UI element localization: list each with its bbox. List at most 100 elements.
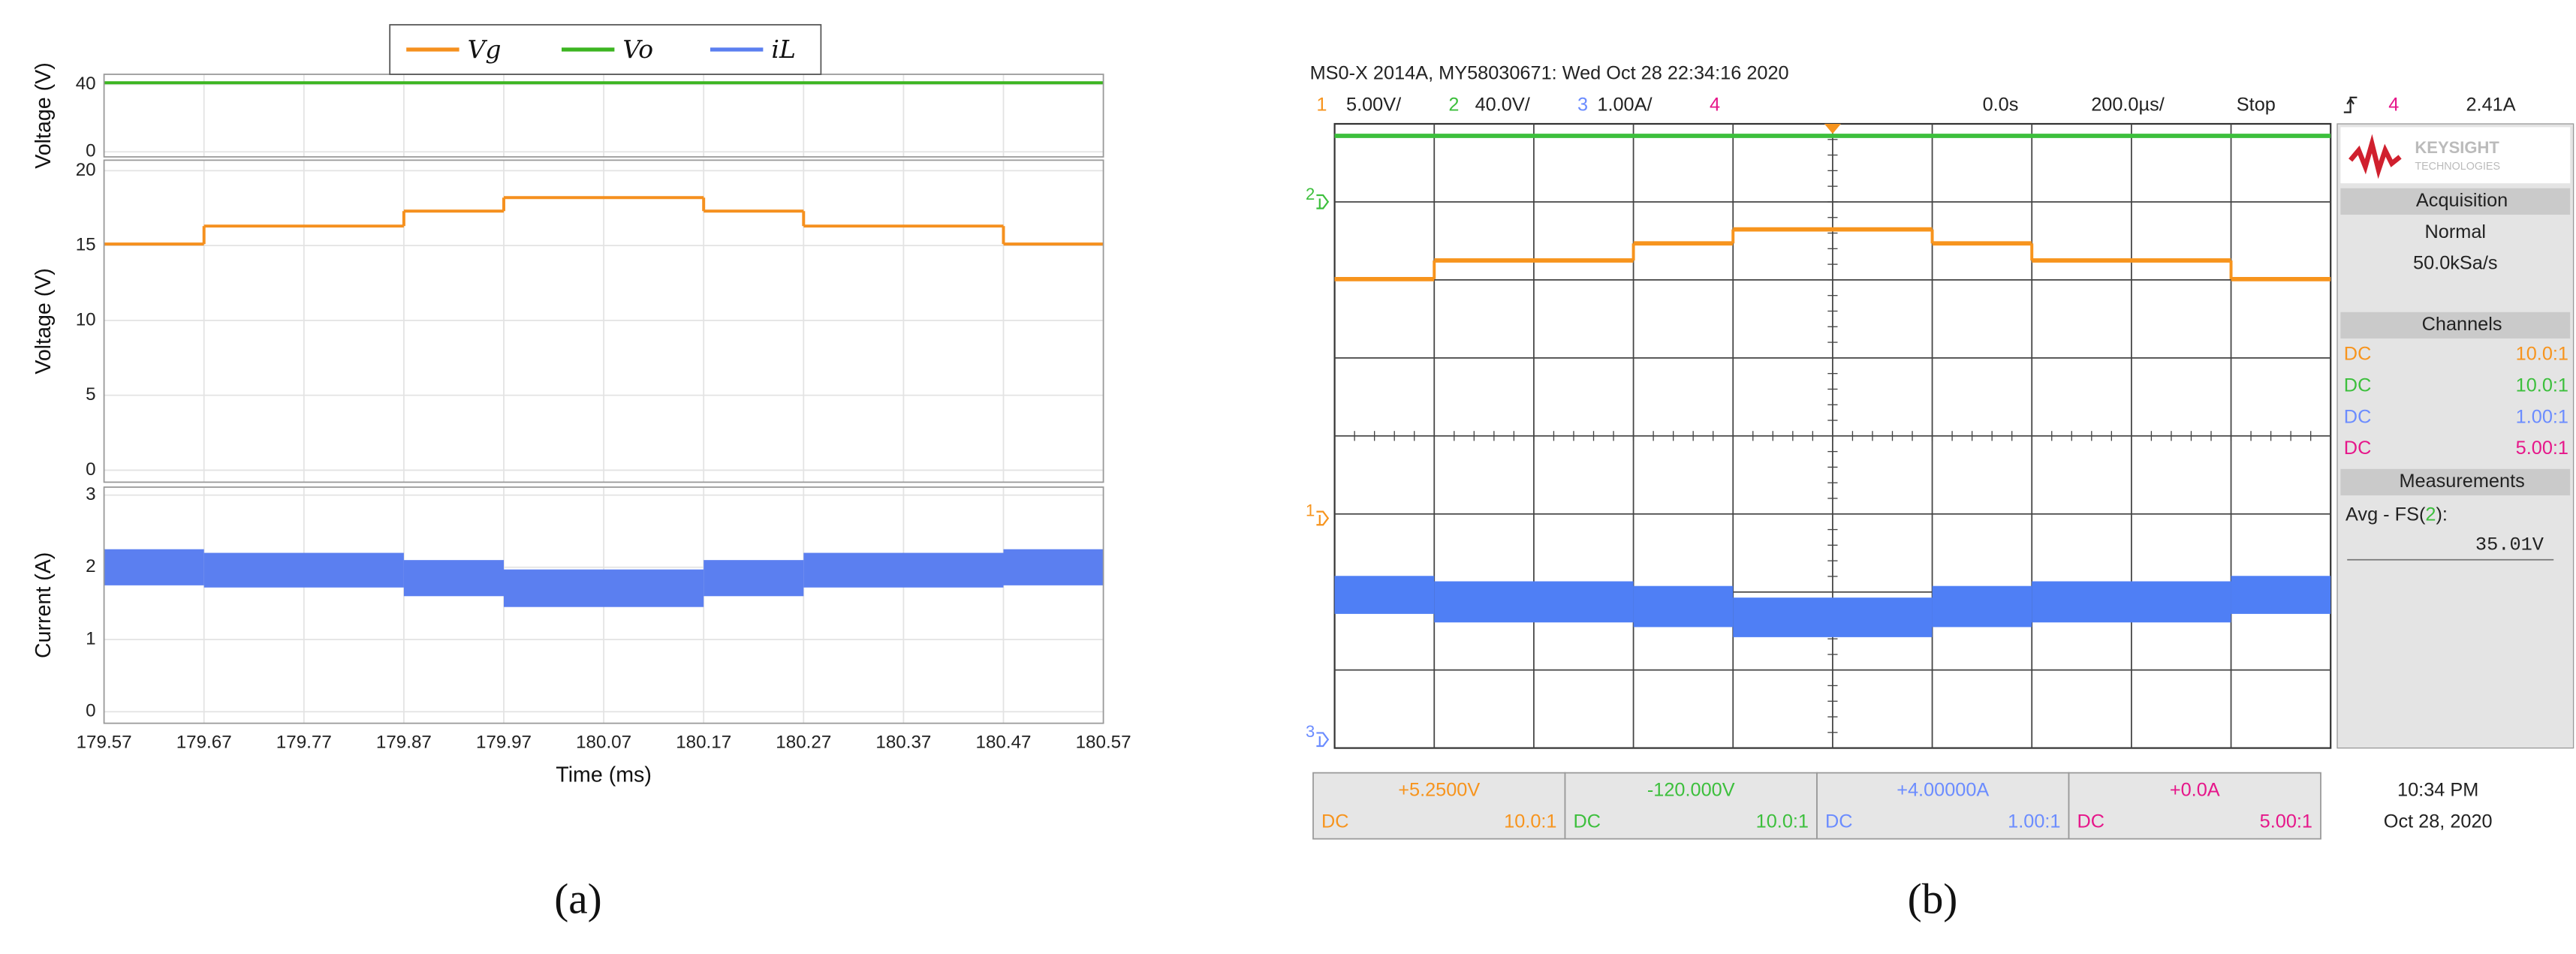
run-state: Stop <box>2237 94 2276 115</box>
ripple-band <box>704 560 804 597</box>
section-header <box>2340 311 2571 339</box>
ground-arrow <box>1316 510 1330 526</box>
y-tick-label: 10 <box>76 309 96 330</box>
trigger-marker <box>1824 124 1841 134</box>
x-tick-label: 179.87 <box>376 732 432 752</box>
offset-box <box>1312 772 1566 840</box>
offset-probe: 10.0:1 <box>1504 811 1556 832</box>
x-tick-label: 180.27 <box>776 732 831 752</box>
channel-probe: 10.0:1 <box>2516 344 2568 365</box>
offset-value: +5.2500V <box>1398 779 1480 800</box>
brand-sub: TECHNOLOGIES <box>2415 161 2500 173</box>
ripple-band <box>203 552 404 588</box>
ripple-band <box>403 560 505 597</box>
channel-coupling: DC <box>2344 344 2372 365</box>
ground-marker: 2 <box>1306 185 1315 203</box>
ripple-band <box>1633 585 1734 627</box>
timebase: 200.0µs/ <box>2091 94 2165 115</box>
channel-coupling: DC <box>2344 438 2372 459</box>
section-header <box>2340 468 2571 496</box>
channel-number: 3 <box>1577 94 1588 115</box>
y-tick-label: 20 <box>76 160 96 180</box>
section-header <box>2340 188 2571 215</box>
y-axis-label: Current (A) <box>32 552 56 658</box>
channel-probe: 5.00:1 <box>2516 438 2568 459</box>
measurement-source: 2 <box>2425 504 2436 525</box>
brand-name: KEYSIGHT <box>2415 138 2499 157</box>
acq-rate: 50.0kSa/s <box>2413 253 2498 274</box>
y-tick-label: 0 <box>86 141 95 161</box>
y-tick-label: 1 <box>86 628 95 649</box>
time-position: 0.0s <box>1983 94 2019 115</box>
channel-probe: 1.00:1 <box>2516 406 2568 427</box>
scope-header: MS0-X 2014A, MY58030671: Wed Oct 28 22:3… <box>1310 63 1789 84</box>
measurement-label-start: Avg - FS( <box>2346 504 2426 525</box>
ripple-band <box>1334 576 1435 614</box>
legend-label: Vo <box>622 35 653 64</box>
section-title: Acquisition <box>2416 190 2508 211</box>
y-tick-label: 3 <box>86 484 95 504</box>
offset-box <box>2068 772 2321 840</box>
trigger-level: 2.41A <box>2466 94 2515 115</box>
offset-value: -120.000V <box>1647 779 1735 800</box>
legend-label: iL <box>771 35 795 64</box>
panel-label: (b) <box>1908 876 1958 923</box>
section-title: Channels <box>2422 314 2502 335</box>
clock-time: 10:34 PM <box>2397 779 2478 800</box>
channel-coupling: DC <box>2344 406 2372 427</box>
ripple-band <box>504 569 704 607</box>
panel-label: (a) <box>554 876 601 923</box>
measurement-value: 35.01V <box>2475 534 2544 556</box>
measurement-label-end: ): <box>2436 504 2447 525</box>
measurement-label: Avg - FS(2): <box>2346 504 2448 525</box>
ripple-band <box>803 552 1004 588</box>
offset-value: +4.00000A <box>1897 779 1989 800</box>
offset-value: +0.0A <box>2170 779 2220 800</box>
ground-arrow <box>1316 732 1330 748</box>
channel-number: 2 <box>1448 94 1459 115</box>
offset-coupling: DC <box>2077 811 2105 832</box>
ripple-band <box>2231 576 2331 614</box>
ripple-band <box>2032 581 2231 623</box>
ripple-band <box>104 549 204 585</box>
acq-mode: Normal <box>2425 221 2487 242</box>
plot-frame <box>103 159 1104 483</box>
offset-coupling: DC <box>1574 811 1601 832</box>
channel-coupling: DC <box>2344 375 2372 396</box>
x-tick-label: 180.17 <box>676 732 731 752</box>
clock-date: Oct 28, 2020 <box>2384 811 2493 832</box>
y-axis-label: Voltage (V) <box>32 268 56 374</box>
ripple-band <box>1733 597 1933 637</box>
offset-coupling: DC <box>1825 811 1853 832</box>
x-tick-label: 179.67 <box>176 732 232 752</box>
ripple-band <box>1932 585 2032 627</box>
channel-scale: 5.00V/ <box>1346 94 1402 115</box>
sidebar <box>2336 123 2574 749</box>
channel-scale: 1.00A/ <box>1597 94 1653 115</box>
ripple-band <box>1003 549 1104 585</box>
y-tick-label: 0 <box>86 701 95 721</box>
y-tick-label: 40 <box>76 74 96 94</box>
y-tick-label: 15 <box>76 235 96 255</box>
y-axis-label: Voltage (V) <box>32 62 56 168</box>
channel-scale: 40.0V/ <box>1475 94 1531 115</box>
logo-wave <box>2349 134 2402 179</box>
x-tick-label: 179.97 <box>476 732 532 752</box>
x-tick-label: 179.57 <box>77 732 132 752</box>
y-tick-label: 2 <box>86 556 95 576</box>
trigger-icon <box>2343 96 2358 113</box>
offset-probe: 5.00:1 <box>2260 811 2312 832</box>
ground-marker: 1 <box>1306 501 1315 519</box>
x-tick-label: 179.77 <box>276 732 332 752</box>
section-title: Measurements <box>2399 471 2524 492</box>
channel-number: 1 <box>1316 94 1327 115</box>
ground-arrow <box>1316 194 1330 209</box>
offset-probe: 1.00:1 <box>2008 811 2060 832</box>
plot-frame <box>103 486 1104 724</box>
offset-coupling: DC <box>1321 811 1349 832</box>
offset-probe: 10.0:1 <box>1756 811 1809 832</box>
y-tick-label: 5 <box>86 384 95 405</box>
x-axis-label: Time (ms) <box>556 763 652 787</box>
ripple-band <box>1434 581 1634 623</box>
y-tick-label: 0 <box>86 459 95 480</box>
